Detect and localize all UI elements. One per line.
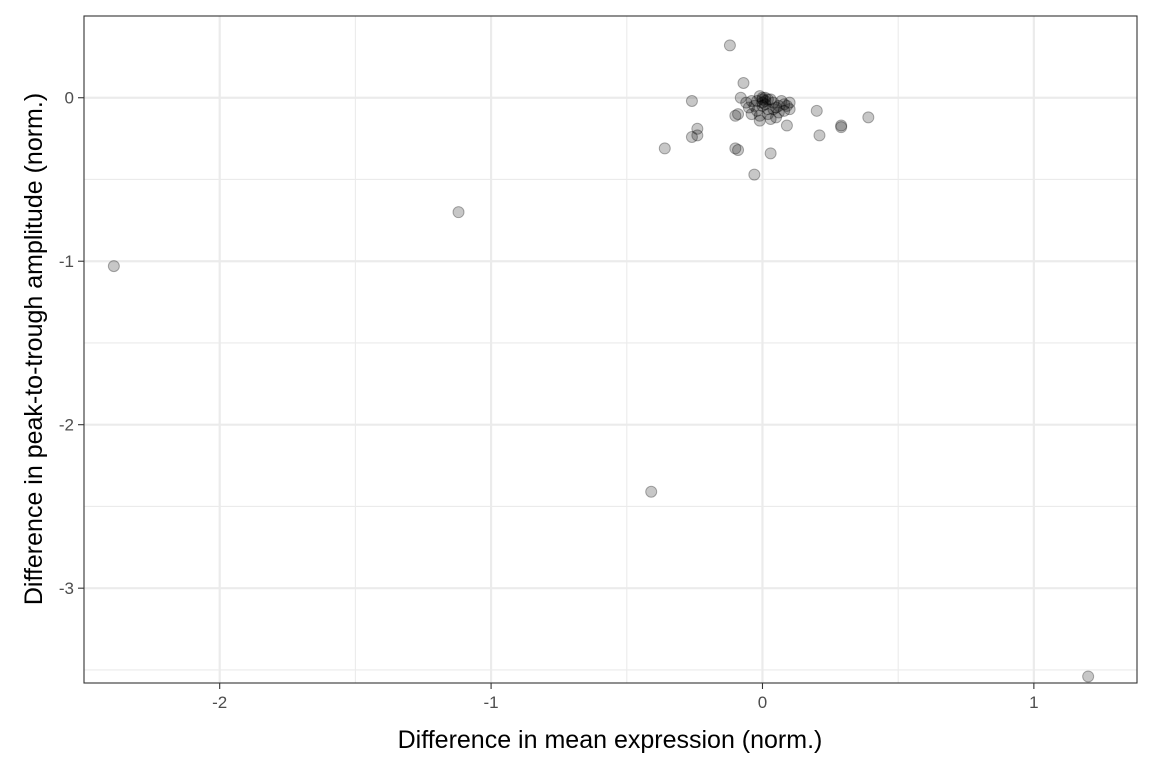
scatter-point bbox=[745, 108, 758, 121]
scatter-point bbox=[813, 129, 826, 142]
scatter-point bbox=[753, 114, 766, 127]
scatter-point bbox=[753, 109, 766, 122]
y-tick-label: -1 bbox=[59, 252, 74, 271]
scatter-point bbox=[748, 99, 761, 112]
scatter-point bbox=[764, 147, 777, 160]
scatter-point bbox=[729, 142, 742, 155]
scatter-point bbox=[756, 96, 769, 109]
scatter-point bbox=[767, 96, 780, 109]
data-points bbox=[107, 39, 1095, 683]
scatter-point bbox=[770, 111, 783, 124]
scatter-point bbox=[783, 103, 796, 116]
scatter-point bbox=[770, 101, 783, 114]
scatter-point bbox=[778, 104, 791, 117]
scatter-point bbox=[764, 112, 777, 125]
scatter-point bbox=[759, 98, 772, 111]
scatter-point bbox=[685, 130, 698, 143]
scatter-point bbox=[691, 129, 704, 142]
major-gridlines bbox=[84, 16, 1137, 683]
y-axis-title: Difference in peak-to-trough amplitude (… bbox=[20, 93, 48, 605]
scatter-point bbox=[751, 95, 764, 108]
plot-background bbox=[84, 16, 1137, 683]
y-axis-ticks: 0 -1 -2 -3 bbox=[59, 89, 84, 598]
scatter-point bbox=[732, 108, 745, 121]
x-axis-ticks: -2 -1 0 1 bbox=[212, 683, 1039, 712]
x-axis-title: Difference in mean expression (norm.) bbox=[398, 726, 823, 754]
scatter-point bbox=[756, 99, 769, 112]
scatter-point bbox=[751, 104, 764, 117]
scatter-point bbox=[761, 103, 774, 116]
scatter-point bbox=[810, 104, 823, 117]
scatter-point bbox=[756, 91, 769, 104]
scatter-point bbox=[835, 119, 848, 132]
scatter-point bbox=[658, 142, 671, 155]
scatter-point bbox=[740, 96, 753, 109]
scatter-point bbox=[759, 91, 772, 104]
scatter-point bbox=[748, 168, 761, 181]
scatter-point bbox=[862, 111, 875, 124]
scatter-point bbox=[835, 121, 848, 134]
scatter-point bbox=[1082, 670, 1095, 683]
scatter-point bbox=[107, 260, 120, 273]
scatter-point bbox=[734, 91, 747, 104]
x-tick-label: -1 bbox=[484, 693, 499, 712]
scatter-point bbox=[780, 119, 793, 132]
scatter-point bbox=[737, 77, 750, 90]
scatter-point bbox=[729, 109, 742, 122]
scatter-point bbox=[645, 485, 658, 498]
x-tick-label: 1 bbox=[1029, 693, 1038, 712]
y-tick-label: -3 bbox=[59, 579, 74, 598]
scatter-point bbox=[764, 93, 777, 106]
scatter-point bbox=[452, 206, 465, 219]
scatter-point bbox=[723, 39, 736, 52]
scatter-point bbox=[756, 93, 769, 106]
y-tick-label: 0 bbox=[65, 89, 74, 108]
scatter-point bbox=[778, 98, 791, 111]
scatter-point bbox=[767, 103, 780, 116]
scatter-point bbox=[783, 96, 796, 109]
scatter-point bbox=[691, 122, 704, 135]
scatter-point bbox=[759, 95, 772, 108]
scatter-point bbox=[745, 95, 758, 108]
scatter-point bbox=[761, 93, 774, 106]
scatter-point bbox=[772, 99, 785, 112]
x-tick-label: -2 bbox=[212, 693, 227, 712]
scatter-point bbox=[772, 106, 785, 119]
scatter-point bbox=[780, 99, 793, 112]
panel-border bbox=[83, 15, 1138, 684]
scatter-point bbox=[761, 108, 774, 121]
x-tick-label: 0 bbox=[758, 693, 767, 712]
scatter-point bbox=[685, 95, 698, 108]
scatter-point bbox=[742, 101, 755, 114]
y-tick-label: -2 bbox=[59, 416, 74, 435]
scatter-point bbox=[753, 90, 766, 103]
scatter-point bbox=[775, 95, 788, 108]
scatter-point bbox=[732, 144, 745, 157]
